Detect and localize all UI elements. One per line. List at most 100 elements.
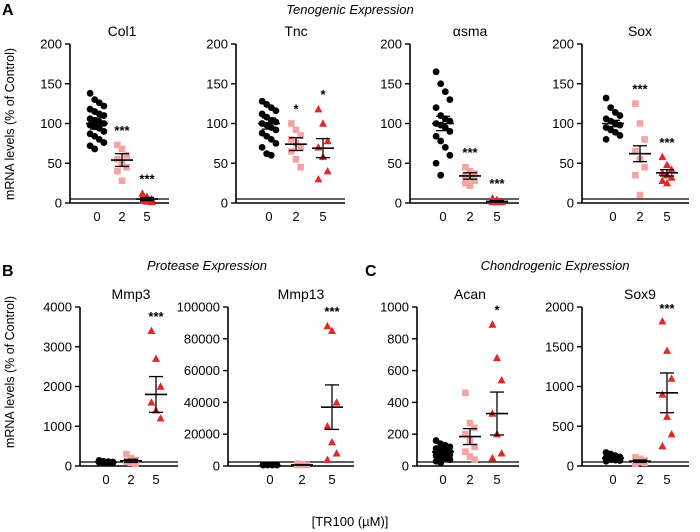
data-point-mmp13-g0: [273, 461, 281, 469]
x-tick-label-sox: 0: [609, 209, 616, 224]
chart-title-col1: Col1: [108, 23, 137, 39]
data-point-mmp13-g5: [328, 437, 336, 446]
data-point-col1-g5: [138, 189, 147, 197]
y-axis-label-bottom: mRNA levels (% of Control): [3, 296, 17, 448]
y-tick-label-sox9: 1500: [545, 339, 574, 354]
data-point-sox9-g5: [663, 346, 671, 354]
x-tick-label-acan: 0: [439, 472, 446, 487]
data-point-mmp3-g2: [123, 450, 130, 458]
plot-tnc: Tnc 0 50 100 150 200 0 2 5 * *: [206, 23, 345, 224]
data-point-acan-g0: [446, 443, 454, 451]
panel-label-b: B: [2, 263, 14, 280]
x-tick-label-mmp13: 0: [266, 472, 273, 487]
data-point-col1-g2: [123, 163, 130, 171]
data-point-col1-g0: [91, 145, 99, 153]
data-point-tnc-g5: [323, 136, 332, 145]
section-title-protease: Protease Expression: [147, 258, 267, 273]
data-point-sox-g5: [658, 152, 667, 161]
data-point-sox-g2: [636, 120, 644, 127]
x-tick-label-mmp3: 2: [127, 472, 134, 487]
data-point-acan-g2: [466, 453, 474, 460]
y-tick-label-asma: 0: [395, 196, 402, 211]
y-tick-label-sox: 100: [552, 116, 574, 131]
data-point-acan-g0: [437, 459, 445, 467]
data-point-col1-g2: [114, 141, 121, 149]
y-tick-label-tnc: 200: [206, 37, 228, 52]
data-point-sox-g5: [663, 160, 671, 169]
significance-tnc-g5: *: [320, 87, 326, 102]
data-point-acan-g2: [471, 424, 478, 432]
data-point-sox9-g5: [658, 441, 667, 450]
data-point-tnc-g0: [258, 143, 266, 151]
y-tick-label-acan: 1000: [380, 300, 409, 315]
data-point-asma-g0: [437, 137, 445, 145]
data-point-col1-g0: [86, 89, 94, 97]
y-tick-label-acan: 200: [387, 427, 409, 442]
data-point-sox-g0: [607, 104, 615, 111]
data-point-tnc-g2: [288, 148, 295, 155]
data-point-acan-g2: [466, 419, 474, 427]
chart-title-tnc: Tnc: [284, 23, 307, 39]
data-point-tnc-g5: [314, 104, 323, 113]
data-point-sox9-g5: [658, 317, 667, 325]
data-point-asma-g2: [471, 177, 478, 185]
plot-mmp3: Mmp3 0 1000 2000 3000 4000 0 2 5 ***: [43, 286, 178, 487]
data-point-tnc-g0: [272, 126, 280, 134]
y-tick-label-sox9: 0: [567, 459, 574, 474]
data-point-asma-g0: [446, 128, 454, 135]
x-tick-label-asma: 5: [493, 209, 500, 224]
plot-asma: αsma 0 50 100 150 200 0 2 5 *** ***: [380, 23, 519, 224]
data-point-col1-g2: [114, 167, 121, 175]
data-point-mmp13-g5: [323, 455, 332, 463]
y-tick-label-col1: 100: [40, 116, 62, 131]
y-tick-label-col1: 200: [40, 37, 62, 52]
y-tick-label-mmp3: 4000: [43, 300, 72, 315]
data-point-asma-g0: [446, 151, 454, 159]
data-point-mmp3-g5: [147, 398, 156, 406]
data-point-sox-g2: [641, 136, 648, 143]
significance-mmp3-g5: ***: [148, 309, 164, 324]
data-point-sox9-g2: [632, 453, 639, 461]
significance-col1-g5: ***: [139, 171, 155, 186]
data-point-asma-g0: [437, 171, 445, 179]
plot-sox9: Sox9 0 500 1000 1500 2000 0 2 5 ***: [545, 286, 689, 487]
data-point-sox-g0: [616, 132, 624, 139]
x-tick-label-sox9: 0: [609, 472, 616, 487]
data-point-acan-g5: [488, 320, 497, 328]
data-point-asma-g0: [437, 80, 445, 88]
x-tick-label-asma: 0: [439, 209, 446, 224]
data-point-asma-g2: [462, 179, 469, 187]
data-point-sox-g2: [641, 163, 648, 171]
y-tick-label-asma: 100: [380, 116, 402, 131]
data-point-acan-g5: [493, 353, 501, 362]
y-tick-label-tnc: 100: [206, 116, 228, 131]
y-tick-label-asma: 50: [388, 156, 402, 171]
y-tick-label-mmp13: 20000: [184, 427, 220, 442]
data-point-acan-g0: [446, 456, 454, 464]
data-point-sox-g2: [632, 100, 639, 107]
y-tick-label-tnc: 0: [221, 196, 228, 211]
data-point-mmp13-g5: [323, 321, 332, 330]
data-point-tnc-g2: [297, 144, 304, 151]
data-point-asma-g2: [471, 170, 478, 177]
chart-title-acan: Acan: [454, 286, 486, 302]
y-tick-label-acan: 400: [387, 395, 409, 410]
chart-title-sox: Sox: [628, 23, 652, 39]
data-point-col1-g5: [147, 197, 156, 206]
significance-col1-g2: ***: [114, 123, 130, 138]
x-tick-label-mmp3: 0: [102, 472, 109, 487]
data-point-asma-g0: [432, 132, 440, 140]
x-axis-label: [TR100 (µM)]: [312, 514, 389, 529]
data-point-acan-g2: [471, 456, 478, 463]
x-tick-label-tnc: 2: [292, 209, 299, 224]
data-point-col1-g0: [100, 139, 108, 146]
x-tick-label-col1: 0: [93, 209, 100, 224]
data-point-asma-g2: [462, 163, 469, 171]
x-tick-label-mmp3: 5: [152, 472, 159, 487]
data-point-tnc-g2: [297, 163, 304, 171]
section-title-tenogenic: Tenogenic Expression: [286, 2, 413, 17]
data-point-acan-g2: [471, 443, 478, 451]
y-axis-label-top: mRNA levels (% of Control): [3, 48, 17, 200]
data-point-asma-g2: [466, 167, 474, 175]
